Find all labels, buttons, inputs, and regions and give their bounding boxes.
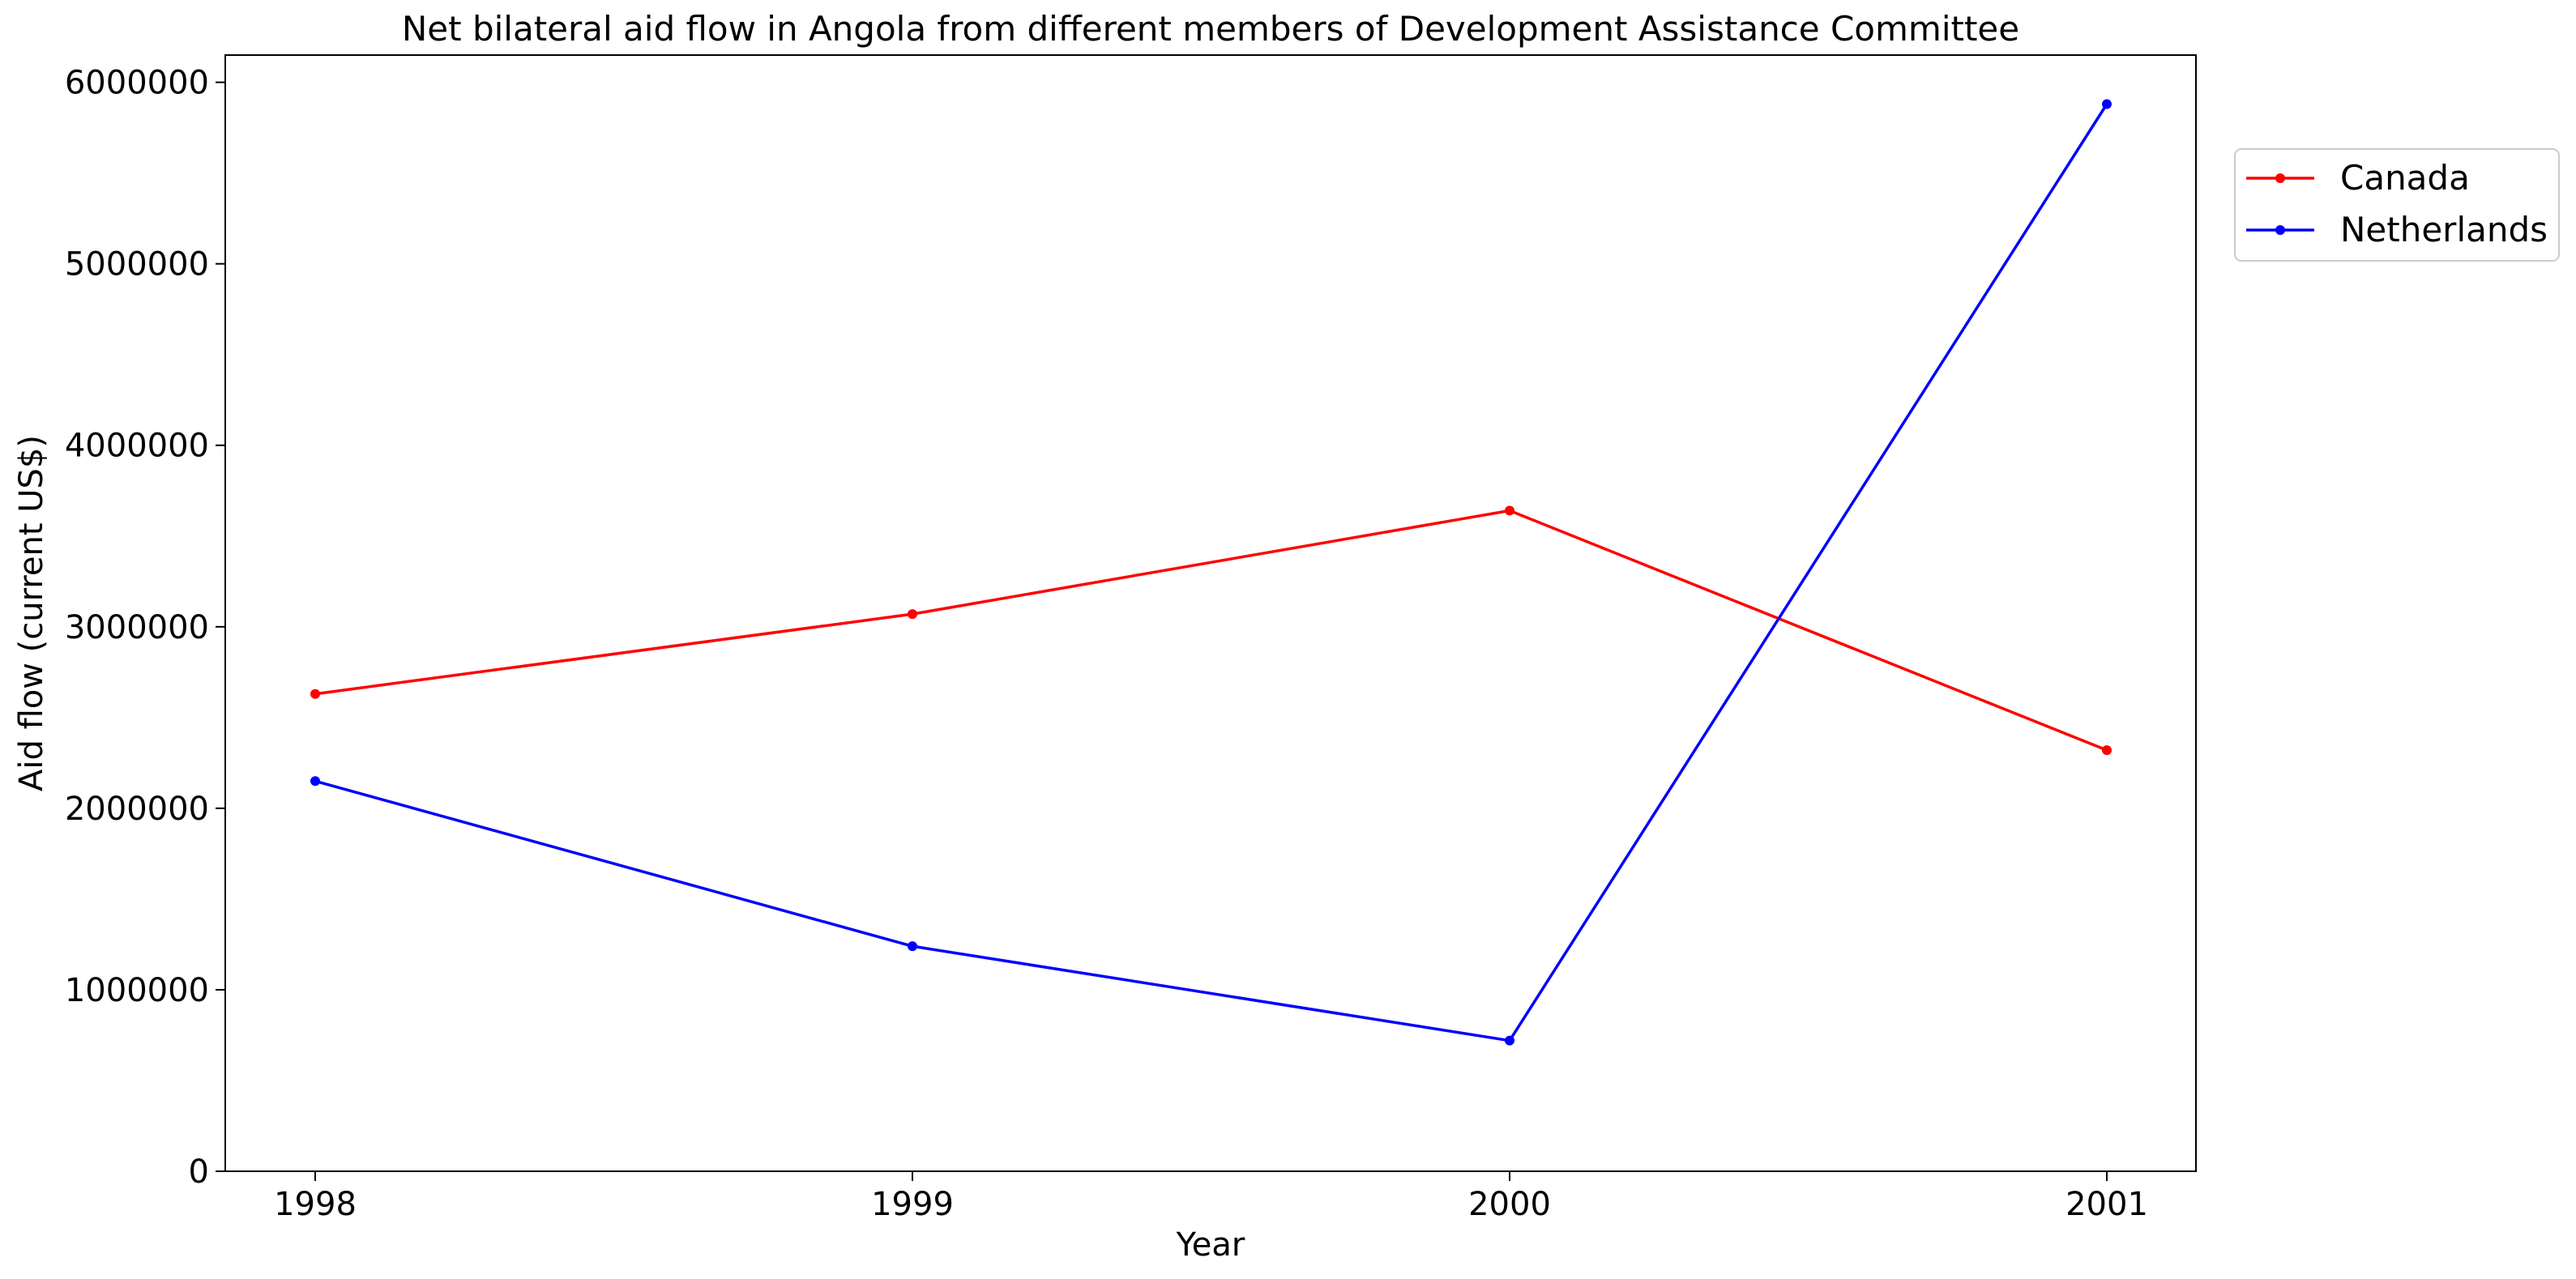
legend-box bbox=[2234, 148, 2560, 262]
legend-label-canada: Canada bbox=[2340, 158, 2470, 198]
data-point-canada bbox=[2102, 745, 2112, 756]
plot-area-frame bbox=[224, 54, 2197, 1172]
y-tick-label: 2000000 bbox=[65, 791, 209, 828]
data-point-canada bbox=[310, 689, 320, 699]
data-point-netherlands bbox=[908, 941, 917, 952]
y-axis-ticks: 0 1000000 2000000 3000000 4000000 5000000 6000… bbox=[65, 65, 225, 1191]
legend-marker-netherlands bbox=[2275, 225, 2285, 235]
x-axis-label: Year bbox=[1176, 1226, 1245, 1264]
y-tick-label: 3000000 bbox=[65, 609, 209, 646]
x-axis-ticks: 1998 1999 2000 2001 bbox=[274, 1171, 2148, 1223]
series-layer bbox=[310, 99, 2112, 1046]
series-line-netherlands bbox=[314, 103, 2108, 1042]
data-point-netherlands bbox=[2102, 99, 2112, 109]
y-tick-label: 6000000 bbox=[65, 65, 209, 102]
y-tick-label: 5000000 bbox=[65, 246, 209, 284]
chart-title: Net bilateral aid flow in Angola from di… bbox=[402, 9, 2019, 49]
y-tick-label: 1000000 bbox=[65, 972, 209, 1009]
y-axis-label: Aid flow (current US$) bbox=[13, 435, 50, 791]
data-point-netherlands bbox=[1505, 1035, 1514, 1046]
data-point-netherlands bbox=[310, 776, 320, 787]
y-tick-label: 4000000 bbox=[65, 428, 209, 465]
legend-marker-canada bbox=[2275, 173, 2285, 183]
x-tick-label: 2001 bbox=[2065, 1186, 2148, 1223]
series-netherlands bbox=[310, 99, 2112, 1046]
legend-label-netherlands: Netherlands bbox=[2340, 210, 2548, 249]
data-point-canada bbox=[1505, 505, 1514, 516]
series-line-canada bbox=[314, 509, 2108, 752]
data-point-canada bbox=[908, 609, 917, 620]
x-tick-label: 2000 bbox=[1468, 1186, 1551, 1223]
legend: Canada Netherlands bbox=[2234, 148, 2560, 262]
y-tick-label: 0 bbox=[189, 1153, 209, 1191]
x-tick-label: 1998 bbox=[274, 1186, 357, 1223]
x-tick-label: 1999 bbox=[871, 1186, 954, 1223]
series-canada bbox=[310, 505, 2112, 756]
